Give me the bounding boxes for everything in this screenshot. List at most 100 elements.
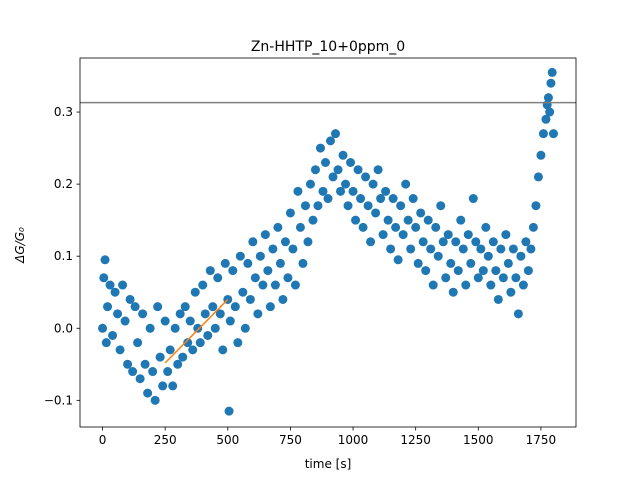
data-point [383, 215, 393, 225]
data-point [546, 78, 556, 88]
data-point [523, 266, 533, 276]
data-point [245, 294, 255, 304]
data-point [310, 165, 320, 175]
data-point [508, 244, 518, 254]
data-point [398, 230, 408, 240]
data-point [548, 129, 558, 139]
data-point [203, 330, 213, 340]
data-point [205, 266, 215, 276]
data-point [468, 194, 478, 204]
data-point [285, 208, 295, 218]
data-point [138, 309, 148, 319]
data-point [113, 309, 123, 319]
data-point [258, 280, 268, 290]
data-point [506, 287, 516, 297]
data-point [471, 237, 481, 247]
data-point [163, 367, 173, 377]
data-point [140, 359, 150, 369]
data-point [453, 266, 463, 276]
data-point [331, 129, 341, 139]
data-point [503, 258, 513, 268]
data-point [538, 129, 548, 139]
data-point [458, 244, 468, 254]
data-point [501, 230, 511, 240]
data-point [305, 179, 315, 189]
data-point [224, 406, 234, 416]
data-point [230, 302, 240, 312]
data-point [441, 273, 451, 283]
plot-layer [80, 67, 576, 416]
data-point [170, 323, 180, 333]
data-point [175, 309, 185, 319]
data-point [376, 194, 386, 204]
data-point [483, 251, 493, 261]
data-point [326, 136, 336, 146]
data-point [145, 323, 155, 333]
data-point [461, 280, 471, 290]
data-point [108, 330, 118, 340]
data-point [378, 230, 388, 240]
data-point [101, 338, 111, 348]
data-point [416, 208, 426, 218]
data-point [158, 381, 168, 391]
data-point [120, 316, 130, 326]
data-point [125, 294, 135, 304]
data-point [346, 158, 356, 167]
y-tick-label: 0.0 [54, 321, 73, 335]
data-point [240, 323, 250, 333]
data-point [446, 258, 456, 268]
data-point [393, 255, 403, 265]
data-point [518, 280, 528, 290]
data-point [547, 67, 557, 77]
data-point [198, 280, 208, 290]
data-point [366, 237, 376, 247]
data-point [478, 266, 488, 276]
data-point [283, 273, 293, 283]
data-point [528, 222, 538, 232]
data-point [481, 222, 491, 232]
data-point [303, 237, 313, 247]
x-tick-label: 1000 [338, 433, 369, 447]
data-point [498, 273, 508, 283]
data-point [338, 150, 348, 160]
data-point [278, 294, 288, 304]
data-point [275, 258, 285, 268]
data-point [336, 186, 346, 196]
data-point [238, 287, 248, 297]
data-point [155, 352, 165, 362]
data-point [200, 309, 210, 319]
data-point [308, 215, 318, 225]
x-tick-label: 1500 [463, 433, 494, 447]
x-tick-label: 750 [279, 433, 302, 447]
data-point [363, 201, 373, 211]
data-point [413, 258, 423, 268]
data-point [406, 244, 416, 254]
data-point [411, 222, 421, 232]
data-point [473, 273, 483, 283]
data-point [373, 165, 383, 175]
data-point [135, 374, 145, 384]
data-point [110, 287, 120, 297]
data-point [358, 222, 368, 232]
data-point [323, 194, 333, 204]
data-point [456, 215, 466, 225]
plot-frame [79, 57, 577, 428]
data-point [290, 280, 300, 290]
data-point [545, 107, 555, 117]
data-point [396, 201, 406, 211]
data-point [496, 244, 506, 254]
data-point [443, 230, 453, 240]
data-point [381, 186, 391, 196]
data-point [218, 345, 228, 355]
data-point [493, 294, 503, 304]
fit-line [164, 298, 229, 364]
data-point [543, 93, 553, 103]
data-point [263, 266, 273, 276]
data-point [526, 244, 536, 254]
data-point [150, 395, 160, 405]
data-point [250, 273, 260, 283]
y-tick-label: 0.1 [54, 249, 73, 263]
data-point [341, 179, 351, 189]
